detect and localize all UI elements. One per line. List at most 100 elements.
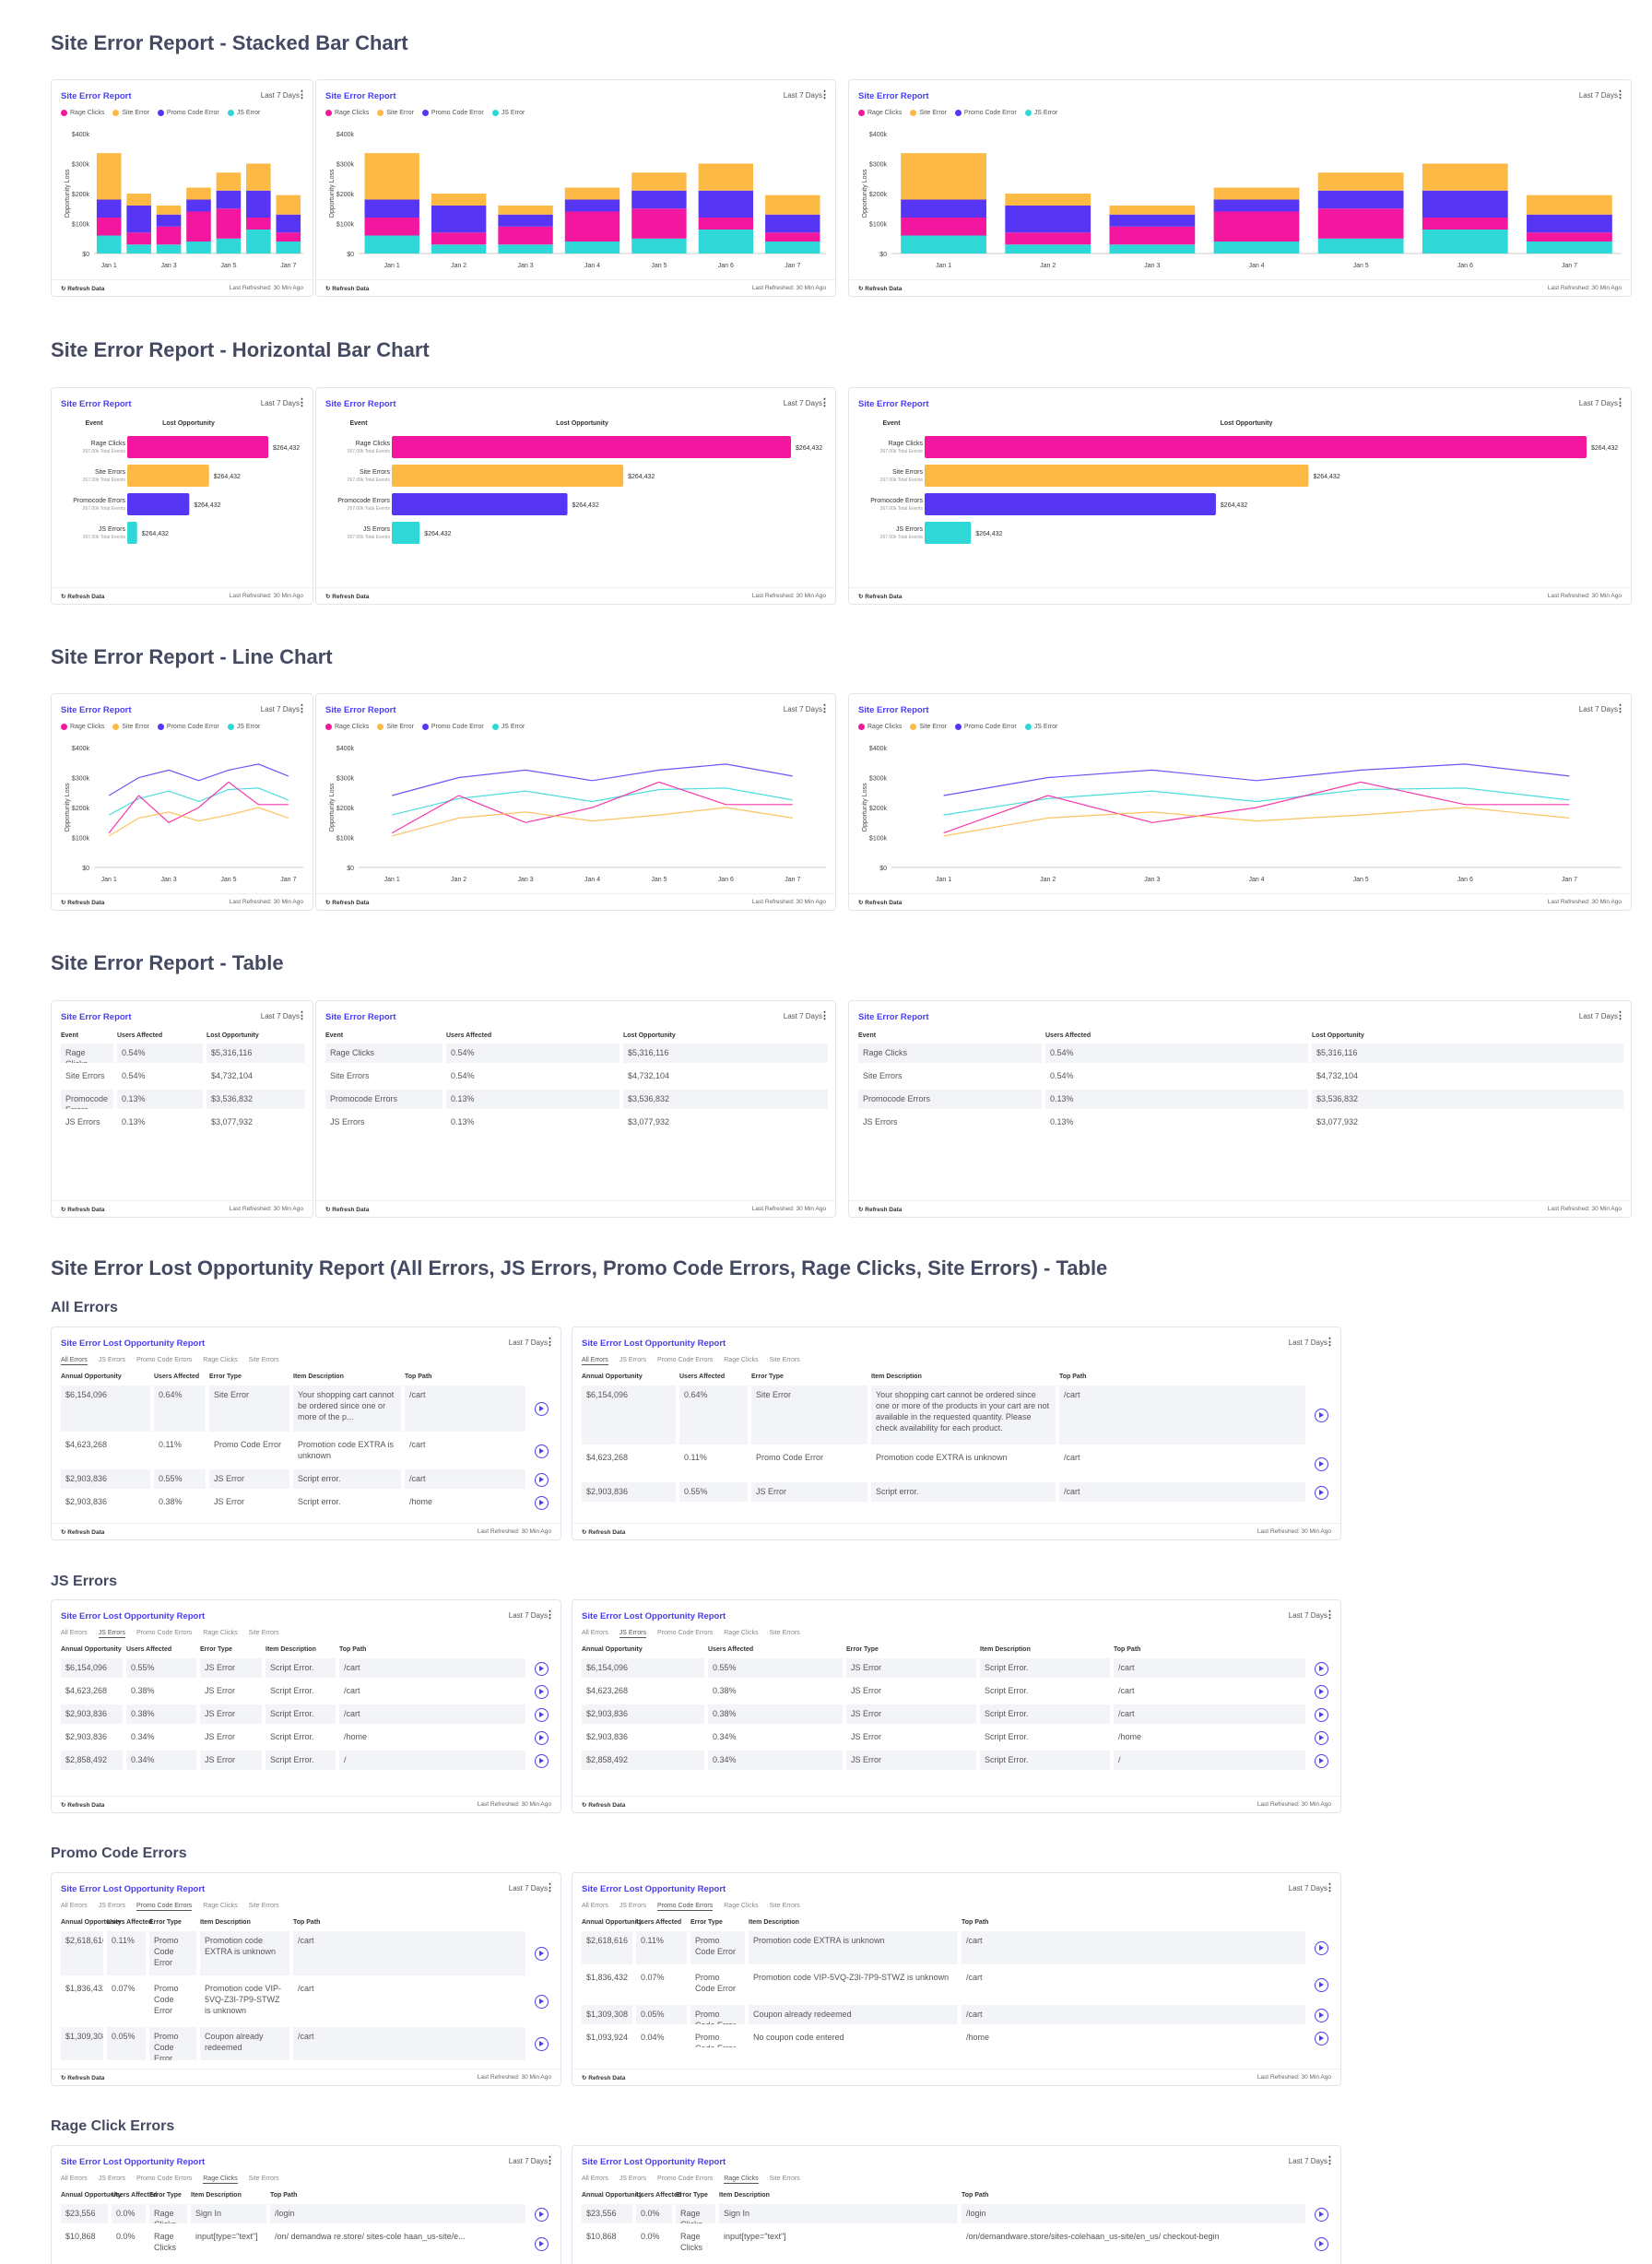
tab-site-errors[interactable]: Site Errors — [248, 1357, 279, 1363]
bar-segment[interactable] — [1317, 208, 1404, 239]
view-details-button[interactable] — [535, 1947, 549, 1961]
refresh-data-button[interactable]: ↻ Refresh Data — [325, 1206, 369, 1213]
bar-segment[interactable] — [186, 242, 211, 254]
bar-segment[interactable] — [431, 232, 487, 245]
bar-segment[interactable] — [1213, 199, 1300, 212]
tab-promo-code-errors[interactable]: Promo Code Errors — [656, 1903, 714, 1911]
bar-segment[interactable] — [156, 206, 182, 215]
bar-segment[interactable] — [276, 242, 301, 254]
view-details-button[interactable] — [535, 2207, 549, 2222]
bar-segment[interactable] — [1527, 195, 1612, 215]
series-line[interactable] — [391, 781, 793, 834]
series-line[interactable] — [392, 787, 793, 816]
bar-segment[interactable] — [1317, 172, 1404, 191]
view-details-button[interactable] — [1315, 2031, 1328, 2046]
date-range-selector[interactable]: Last 7 Days — [1288, 1884, 1328, 1893]
bar-segment[interactable] — [631, 238, 687, 254]
view-details-button[interactable] — [1315, 2207, 1328, 2222]
view-details-button[interactable] — [535, 1730, 549, 1745]
tab-js-errors[interactable]: JS Errors — [98, 1357, 125, 1363]
bar-segment[interactable] — [698, 230, 754, 254]
card-title[interactable]: Site Error Report — [61, 91, 132, 101]
date-range-selector[interactable]: Last 7 Days — [1578, 91, 1618, 100]
legend-item[interactable]: Rage Clicks — [61, 724, 104, 730]
legend-item[interactable]: Site Error — [910, 724, 947, 730]
tab-rage-clicks[interactable]: Rage Clicks — [724, 1630, 759, 1636]
tab-all-errors[interactable]: All Errors — [61, 1630, 88, 1636]
bar-segment[interactable] — [631, 190, 687, 209]
bar-segment[interactable] — [1527, 232, 1612, 242]
tab-promo-code-errors[interactable]: Promo Code Errors — [656, 2176, 714, 2182]
more-options-icon[interactable]: ⋮ — [545, 1337, 555, 1348]
tab-js-errors[interactable]: JS Errors — [619, 1630, 646, 1638]
bar-segment[interactable] — [1527, 242, 1612, 254]
bar-segment[interactable] — [1317, 238, 1404, 254]
view-details-button[interactable] — [1315, 1661, 1328, 1676]
more-options-icon[interactable]: ⋮ — [1325, 1337, 1335, 1348]
tab-rage-clicks[interactable]: Rage Clicks — [203, 1630, 238, 1636]
series-line[interactable] — [108, 787, 289, 816]
view-details-button[interactable] — [535, 1684, 549, 1699]
view-details-button[interactable] — [535, 1444, 549, 1458]
legend-item[interactable]: Site Error — [112, 110, 149, 116]
more-options-icon[interactable]: ⋮ — [1615, 397, 1625, 408]
bar-segment[interactable] — [431, 206, 487, 233]
bar-segment[interactable] — [1422, 230, 1508, 254]
bar-segment[interactable] — [431, 194, 487, 206]
more-options-icon[interactable]: ⋮ — [1615, 1010, 1625, 1021]
view-details-button[interactable] — [1315, 1485, 1328, 1500]
series-line[interactable] — [943, 807, 1570, 837]
date-range-selector[interactable]: Last 7 Days — [508, 1338, 548, 1347]
legend-item[interactable]: Rage Clicks — [61, 110, 104, 116]
view-details-button[interactable] — [535, 1402, 549, 1416]
view-details-button[interactable] — [535, 1707, 549, 1722]
bar-segment[interactable] — [901, 218, 986, 236]
bar-segment[interactable] — [1317, 190, 1404, 209]
legend-item[interactable]: Site Error — [112, 724, 149, 730]
date-range-selector[interactable]: Last 7 Days — [260, 91, 300, 100]
bar-segment[interactable] — [216, 172, 242, 191]
more-options-icon[interactable]: ⋮ — [1325, 1610, 1335, 1621]
bar-segment[interactable] — [1109, 244, 1196, 254]
view-details-button[interactable] — [1315, 1409, 1328, 1422]
tab-rage-clicks[interactable]: Rage Clicks — [724, 2176, 759, 2184]
series-line[interactable] — [108, 763, 289, 796]
tab-js-errors[interactable]: JS Errors — [98, 1903, 125, 1909]
bar-segment[interactable] — [216, 190, 242, 209]
legend-item[interactable]: Rage Clicks — [858, 724, 902, 730]
hbar[interactable] — [127, 493, 190, 515]
view-details-button[interactable] — [535, 1753, 549, 1768]
hbar[interactable] — [392, 522, 420, 544]
more-options-icon[interactable]: ⋮ — [820, 1010, 830, 1021]
hbar[interactable] — [392, 493, 568, 515]
more-options-icon[interactable]: ⋮ — [820, 703, 830, 714]
bar-segment[interactable] — [216, 238, 242, 254]
tab-promo-code-errors[interactable]: Promo Code Errors — [136, 1903, 193, 1911]
refresh-data-button[interactable]: ↻ Refresh Data — [582, 2074, 625, 2081]
card-title[interactable]: Site Error Lost Opportunity Report — [61, 1884, 206, 1894]
bar-segment[interactable] — [631, 172, 687, 191]
bar-segment[interactable] — [1213, 242, 1300, 254]
legend-item[interactable]: JS Error — [227, 110, 260, 116]
view-details-button[interactable] — [535, 1495, 549, 1510]
view-details-button[interactable] — [535, 2237, 549, 2251]
tab-all-errors[interactable]: All Errors — [61, 1357, 88, 1365]
tab-promo-code-errors[interactable]: Promo Code Errors — [136, 1630, 193, 1636]
bar-segment[interactable] — [364, 218, 419, 236]
bar-segment[interactable] — [1005, 244, 1092, 254]
bar-segment[interactable] — [96, 218, 122, 236]
tab-site-errors[interactable]: Site Errors — [248, 1903, 279, 1909]
card-title[interactable]: Site Error Report — [325, 399, 396, 409]
tab-js-errors[interactable]: JS Errors — [98, 2176, 125, 2182]
bar-segment[interactable] — [498, 214, 553, 227]
refresh-data-button[interactable]: ↻ Refresh Data — [582, 1801, 625, 1809]
bar-segment[interactable] — [631, 208, 687, 239]
legend-item[interactable]: Promo Code Error — [954, 724, 1017, 730]
bar-segment[interactable] — [698, 163, 754, 191]
date-range-selector[interactable]: Last 7 Days — [1288, 1338, 1328, 1347]
tab-all-errors[interactable]: All Errors — [582, 2176, 608, 2182]
bar-segment[interactable] — [216, 208, 242, 239]
more-options-icon[interactable]: ⋮ — [1615, 703, 1625, 714]
bar-segment[interactable] — [901, 153, 986, 200]
tab-rage-clicks[interactable]: Rage Clicks — [203, 1357, 238, 1363]
